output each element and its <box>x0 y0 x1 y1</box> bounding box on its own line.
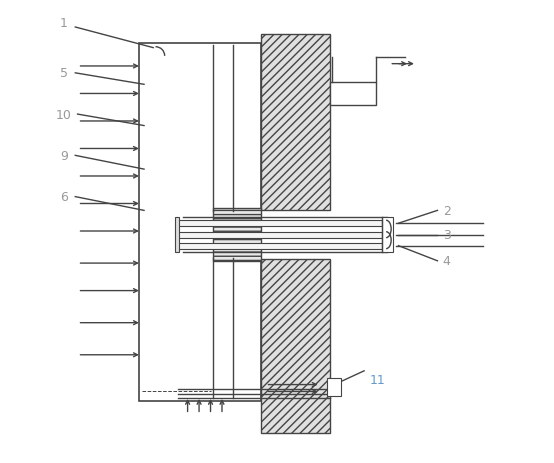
Text: 1: 1 <box>60 17 68 30</box>
Text: 4: 4 <box>443 255 450 268</box>
Bar <box>327 378 341 396</box>
Text: 5: 5 <box>60 67 68 80</box>
Text: 9: 9 <box>60 150 68 163</box>
Bar <box>178 221 382 227</box>
Bar <box>213 209 261 261</box>
Bar <box>178 232 382 238</box>
Bar <box>261 35 330 211</box>
Bar <box>178 243 382 249</box>
Bar <box>175 217 179 253</box>
Bar <box>382 217 393 253</box>
Text: 3: 3 <box>443 229 450 242</box>
Bar <box>140 44 261 401</box>
Bar <box>261 259 330 433</box>
Text: 2: 2 <box>443 205 450 218</box>
Text: 10: 10 <box>56 108 72 121</box>
Bar <box>330 83 376 106</box>
Text: 6: 6 <box>60 191 68 204</box>
Text: 11: 11 <box>370 374 386 387</box>
